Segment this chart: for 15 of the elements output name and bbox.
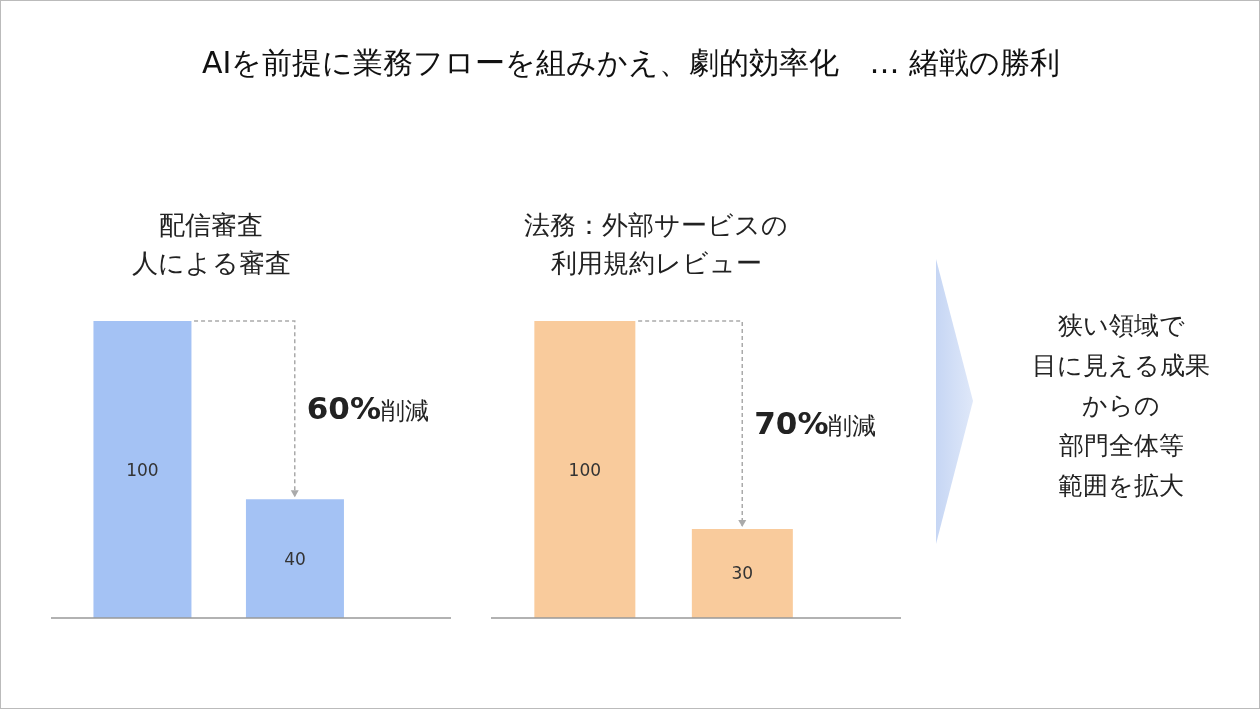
chart-title: 法務：外部サービスの利用規約レビュー [523,209,789,280]
annotation: 70%削減 [754,404,877,441]
text: 部門全体等 [1057,430,1185,462]
text: からの [1081,390,1161,422]
text: 範囲を拡大 [1057,470,1185,502]
text: AIを前提に業務フローを組みかえ、劇的効率化 … 緒戦の勝利 [201,44,1061,82]
data-label: 40 [284,548,306,569]
text: 狭い領域で [1056,310,1186,342]
data-label: 30 [731,563,754,584]
chart-subtitle: 人による審査 [130,247,292,280]
data-label: 100 [568,459,602,480]
data-label: 100 [126,459,159,480]
annotation: 60%削減 [306,390,429,427]
chart-title: 配信審査 [158,209,264,242]
text: 目に見える成果 [1031,350,1211,382]
